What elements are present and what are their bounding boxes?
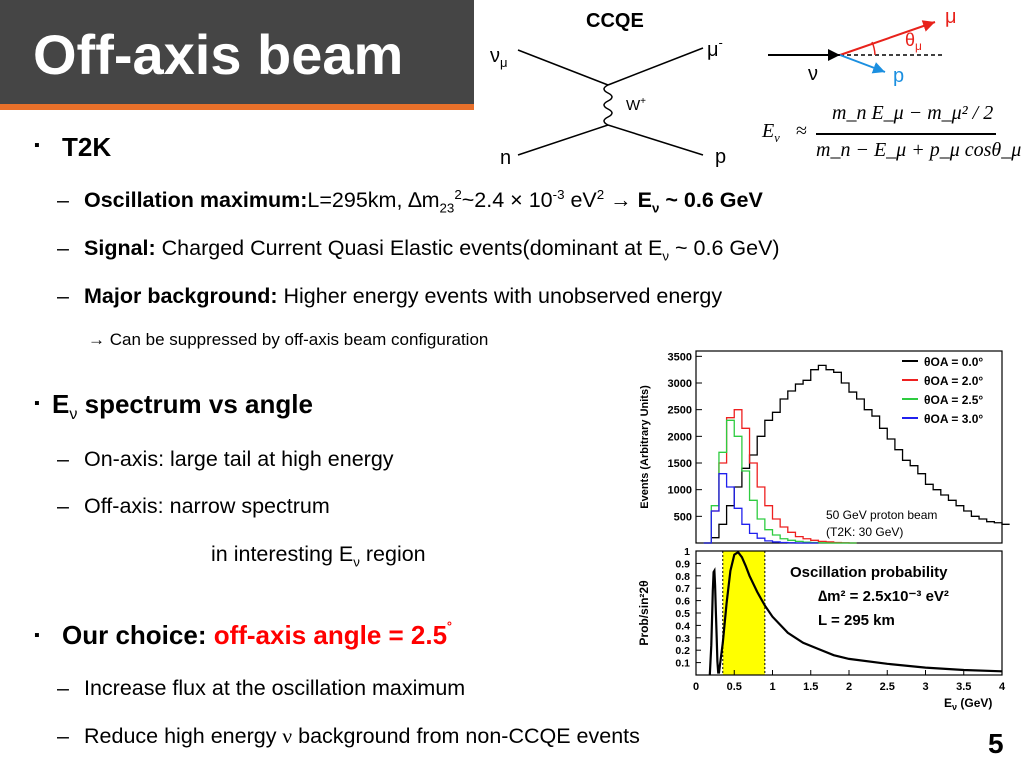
proton-arrow — [839, 54, 886, 74]
oscillation-x-tick-label: 4 — [999, 681, 1006, 693]
spectrum-y-tick-label: 1500 — [668, 458, 692, 470]
oscillation-chart: 0.10.20.30.40.50.60.70.80.910 0.5 1 1.5 2 2.5… — [637, 546, 1006, 712]
ccqe-label: CCQE — [586, 10, 644, 32]
nu-mu-line — [517, 49, 609, 86]
bullet-suppress: → Can be suppressed by off-axis beam con… — [88, 330, 489, 349]
oscillation-y-axis-label: Prob/sin²2θ — [637, 580, 651, 645]
spectrum-y-tick-label: 1000 — [668, 485, 692, 497]
oscillation-annotation: ∆m² = 2.5x10⁻³ eV² — [818, 588, 949, 605]
oscillation-x-tick-label: 2 — [846, 681, 852, 693]
oscillation-y-tick-label: 0.7 — [675, 583, 690, 595]
bullet-marker: ▪ — [34, 395, 40, 412]
kin-p-label: p — [893, 65, 904, 87]
bullet-signal: Signal: Charged Current Quasi Elastic ev… — [84, 236, 780, 264]
bullet-t2k: T2K — [62, 132, 112, 162]
formula-lhs: Eν — [762, 120, 780, 145]
theta-arc — [871, 41, 876, 56]
spectrum-series-0 — [703, 364, 1010, 544]
spectrum-y-tick-label: 2500 — [668, 405, 692, 417]
mu-out-line — [607, 47, 704, 86]
bullet-marker: ▪ — [34, 137, 40, 154]
title-bar — [0, 0, 474, 104]
oscillation-x-tick-label: 0 — [693, 681, 699, 693]
bullet-marker: ▪ — [34, 627, 40, 644]
oscillation-x-tick-label: 0.5 — [727, 681, 742, 693]
spectrum-y-tick-label: 500 — [674, 511, 692, 523]
spectrum-series-2 — [703, 419, 857, 544]
oscillation-x-tick-label: 3.5 — [956, 681, 971, 693]
kinematics-diagram: μ θμ ν p — [768, 6, 957, 87]
n-line — [517, 124, 609, 156]
nu-mu-label: νμ — [490, 45, 508, 70]
spectrum-y-tick-label: 3500 — [668, 351, 692, 363]
bullet-increase-flux: Increase flux at the oscillation maximum — [84, 676, 466, 700]
w-plus-label: W+ — [626, 96, 646, 114]
oscillation-x-tick-label: 1 — [769, 681, 775, 693]
bullet-on-axis: On-axis: large tail at high energy — [84, 447, 394, 471]
dash: – — [57, 236, 69, 260]
dash: – — [57, 284, 69, 308]
oscillation-y-tick-label: 0.4 — [675, 620, 690, 632]
bullet-interesting-region: in interesting Eν region — [211, 542, 426, 570]
bullet-osc-max: Oscillation maximum:L=295km, ∆m232~2.4 ×… — [84, 186, 763, 216]
formula-fraction-line — [816, 133, 996, 135]
slide-title: Off-axis beam — [33, 23, 404, 86]
legend-label: θOA = 2.5° — [924, 393, 983, 407]
formula-numerator: m_n E_μ − m_μ² / 2 — [832, 102, 994, 124]
formula-denominator: m_n − E_μ + p_μ cosθ_μ — [816, 139, 1022, 161]
legend-label: θOA = 0.0° — [924, 355, 983, 369]
muon-arrow — [839, 20, 936, 56]
page-number: 5 — [988, 728, 1004, 759]
oscillation-x-tick-label: 3 — [922, 681, 928, 693]
p-label: p — [715, 146, 726, 168]
dash: – — [57, 447, 69, 471]
oscillation-curve-0 — [708, 550, 1003, 676]
oscillation-y-tick-label: 0.2 — [675, 645, 690, 657]
dash: – — [57, 724, 69, 748]
oscillation-x-tick-label: 1.5 — [803, 681, 818, 693]
spectrum-series-1 — [703, 409, 857, 544]
oscillation-y-tick-label: 0.1 — [675, 658, 690, 670]
highlight-band — [722, 551, 765, 675]
bullet-reduce-background: Reduce high energy ν background from non… — [84, 724, 640, 748]
title-accent-line — [0, 104, 474, 110]
dash: – — [57, 188, 69, 212]
spectrum-y-tick-label: 3000 — [668, 378, 692, 390]
spectrum-chart: 500 1000 1500 2000 2500 3000 3500 Events (Arbit… — [639, 350, 1010, 544]
oscillation-x-tick-label: 2.5 — [880, 681, 895, 693]
spectrum-annotation: 50 GeV proton beam — [826, 508, 937, 522]
kin-theta-label: θμ — [905, 30, 922, 53]
n-label: n — [500, 147, 511, 169]
dash: – — [57, 676, 69, 700]
oscillation-y-tick-label: 1 — [684, 546, 690, 558]
oscillation-annotation: Oscillation probability — [790, 564, 948, 581]
bullet-spectrum: Eν spectrum vs angle — [52, 389, 313, 424]
formula-approx: ≈ — [796, 120, 807, 142]
feynman-diagram: νμ μ- W+ n p — [490, 35, 726, 169]
legend-label: θOA = 3.0° — [924, 412, 983, 426]
spectrum-y-axis-label: Events (Arbitrary Units) — [639, 385, 651, 509]
dash: – — [57, 494, 69, 518]
bullet-off-axis: Off-axis: narrow spectrum — [84, 494, 330, 518]
oscillation-annotation: L = 295 km — [818, 612, 895, 629]
oscillation-y-tick-label: 0.3 — [675, 633, 690, 645]
bullet-our-choice: Our choice: off-axis angle = 2.5˚ — [62, 620, 453, 650]
kin-nu-label: ν — [808, 63, 818, 85]
w-boson-line — [603, 84, 613, 126]
kin-mu-label: μ — [945, 6, 957, 28]
spectrum-y-tick-label: 2000 — [668, 431, 692, 443]
p-line — [607, 124, 704, 156]
oscillation-y-tick-label: 0.8 — [675, 571, 690, 583]
oscillation-x-axis-label: Eν (GeV) — [944, 696, 992, 712]
spectrum-series-3 — [703, 473, 819, 544]
oscillation-y-tick-label: 0.6 — [675, 596, 690, 608]
bullet-background: Major background: Higher energy events w… — [84, 284, 723, 308]
oscillation-y-tick-label: 0.5 — [675, 608, 690, 620]
legend-label: θOA = 2.0° — [924, 374, 983, 388]
mu-minus-label: μ- — [707, 35, 723, 61]
oscillation-y-tick-label: 0.9 — [675, 558, 690, 570]
spectrum-annotation: (T2K: 30 GeV) — [826, 525, 903, 539]
